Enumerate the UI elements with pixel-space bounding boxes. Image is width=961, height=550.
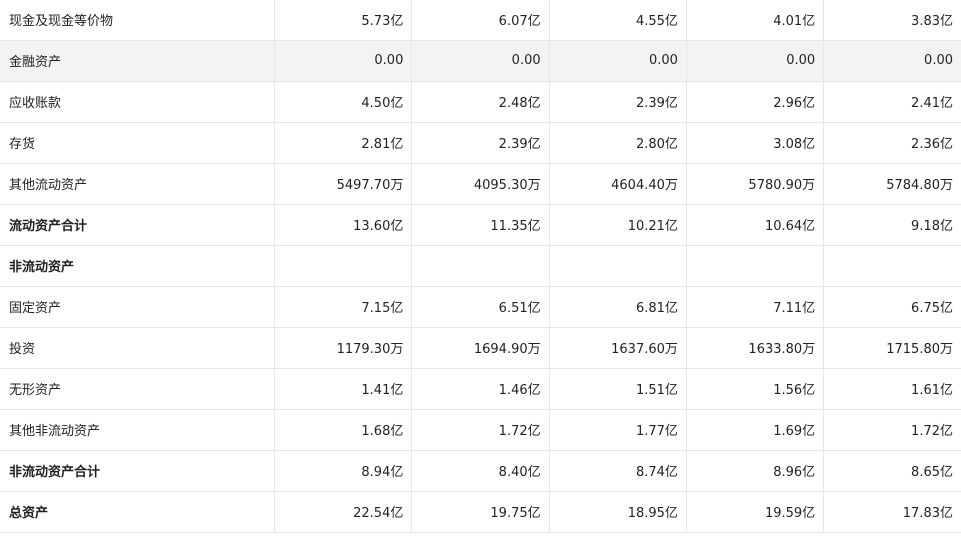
cell-value: 6.75亿: [823, 286, 961, 328]
cell-value: 6.51亿: [411, 286, 550, 328]
row-label: 无形资产: [0, 368, 276, 410]
cell-value: 4.55亿: [549, 0, 687, 41]
table-row: 其他流动资产 5497.70万 4095.30万 4604.40万 5780.9…: [0, 163, 961, 205]
cell-value: 5.73亿: [274, 0, 413, 41]
cell-value: 6.07亿: [411, 0, 550, 41]
cell-value: 4604.40万: [549, 163, 687, 205]
cell-value: 1.68亿: [274, 409, 413, 451]
cell-value: 1715.80万: [823, 327, 961, 369]
cell-value: 8.65亿: [823, 450, 961, 492]
cell-value: 2.41亿: [823, 81, 961, 123]
row-label: 现金及现金等价物: [0, 0, 276, 41]
cell-value: 11.35亿: [411, 204, 550, 246]
table-row: 固定资产 7.15亿 6.51亿 6.81亿 7.11亿 6.75亿: [0, 286, 961, 328]
table-row: 投资 1179.30万 1694.90万 1637.60万 1633.80万 1…: [0, 327, 961, 369]
cell-value: 8.74亿: [549, 450, 687, 492]
table-row: 非流动资产合计 8.94亿 8.40亿 8.74亿 8.96亿 8.65亿: [0, 450, 961, 492]
cell-value: 9.18亿: [823, 204, 961, 246]
cell-value: 2.96亿: [686, 81, 825, 123]
table-row: 存货 2.81亿 2.39亿 2.80亿 3.08亿 2.36亿: [0, 122, 961, 164]
cell-value: 19.75亿: [411, 491, 550, 533]
cell-value: 0.00: [549, 40, 687, 82]
cell-value: 1.69亿: [686, 409, 825, 451]
cell-value: 6.81亿: [549, 286, 687, 328]
row-label: 其他流动资产: [0, 163, 276, 205]
cell-value: 2.81亿: [274, 122, 413, 164]
cell-value: 1.61亿: [823, 368, 961, 410]
row-label: 流动资产合计: [0, 204, 276, 246]
row-label: 存货: [0, 122, 276, 164]
cell-value: 1.72亿: [823, 409, 961, 451]
balance-sheet-table: 现金及现金等价物 5.73亿 6.07亿 4.55亿 4.01亿 3.83亿 金…: [0, 0, 961, 533]
table-row: 无形资产 1.41亿 1.46亿 1.51亿 1.56亿 1.61亿: [0, 368, 961, 410]
cell-value: 4.50亿: [274, 81, 413, 123]
cell-value: 8.96亿: [686, 450, 825, 492]
cell-value: 2.80亿: [549, 122, 687, 164]
cell-value: 7.11亿: [686, 286, 825, 328]
cell-value: [686, 245, 825, 287]
row-label: 总资产: [0, 491, 276, 533]
cell-value: 18.95亿: [549, 491, 687, 533]
cell-value: 5784.80万: [823, 163, 961, 205]
cell-value: 10.64亿: [686, 204, 825, 246]
cell-value: 1694.90万: [411, 327, 550, 369]
cell-value: 8.94亿: [274, 450, 413, 492]
cell-value: 4095.30万: [411, 163, 550, 205]
cell-value: [411, 245, 550, 287]
cell-value: 1.72亿: [411, 409, 550, 451]
cell-value: 1.46亿: [411, 368, 550, 410]
cell-value: 22.54亿: [274, 491, 413, 533]
table-row: 流动资产合计 13.60亿 11.35亿 10.21亿 10.64亿 9.18亿: [0, 204, 961, 246]
cell-value: 2.36亿: [823, 122, 961, 164]
row-label: 非流动资产: [0, 245, 276, 287]
cell-value: [823, 245, 961, 287]
cell-value: 2.39亿: [411, 122, 550, 164]
cell-value: 0.00: [823, 40, 961, 82]
cell-value: 1.77亿: [549, 409, 687, 451]
cell-value: 1637.60万: [549, 327, 687, 369]
cell-value: 0.00: [686, 40, 825, 82]
cell-value: 0.00: [411, 40, 550, 82]
cell-value: 1179.30万: [274, 327, 413, 369]
cell-value: 4.01亿: [686, 0, 825, 41]
table-row: 金融资产 0.00 0.00 0.00 0.00 0.00: [0, 40, 961, 82]
cell-value: 13.60亿: [274, 204, 413, 246]
cell-value: 3.08亿: [686, 122, 825, 164]
cell-value: 2.39亿: [549, 81, 687, 123]
row-label: 固定资产: [0, 286, 276, 328]
cell-value: [274, 245, 413, 287]
cell-value: 3.83亿: [823, 0, 961, 41]
cell-value: 10.21亿: [549, 204, 687, 246]
cell-value: 1.41亿: [274, 368, 413, 410]
row-label: 投资: [0, 327, 276, 369]
cell-value: 2.48亿: [411, 81, 550, 123]
row-label: 应收账款: [0, 81, 276, 123]
row-label: 非流动资产合计: [0, 450, 276, 492]
table-row: 现金及现金等价物 5.73亿 6.07亿 4.55亿 4.01亿 3.83亿: [0, 0, 961, 41]
row-label: 金融资产: [0, 40, 276, 82]
table-row: 总资产 22.54亿 19.75亿 18.95亿 19.59亿 17.83亿: [0, 491, 961, 533]
cell-value: 5497.70万: [274, 163, 413, 205]
cell-value: 1633.80万: [686, 327, 825, 369]
cell-value: 1.51亿: [549, 368, 687, 410]
table-row: 其他非流动资产 1.68亿 1.72亿 1.77亿 1.69亿 1.72亿: [0, 409, 961, 451]
cell-value: [549, 245, 687, 287]
cell-value: 1.56亿: [686, 368, 825, 410]
cell-value: 0.00: [274, 40, 413, 82]
cell-value: 17.83亿: [823, 491, 961, 533]
cell-value: 7.15亿: [274, 286, 413, 328]
table-row: 非流动资产: [0, 245, 961, 287]
row-label: 其他非流动资产: [0, 409, 276, 451]
table-row: 应收账款 4.50亿 2.48亿 2.39亿 2.96亿 2.41亿: [0, 81, 961, 123]
cell-value: 19.59亿: [686, 491, 825, 533]
cell-value: 8.40亿: [411, 450, 550, 492]
cell-value: 5780.90万: [686, 163, 825, 205]
